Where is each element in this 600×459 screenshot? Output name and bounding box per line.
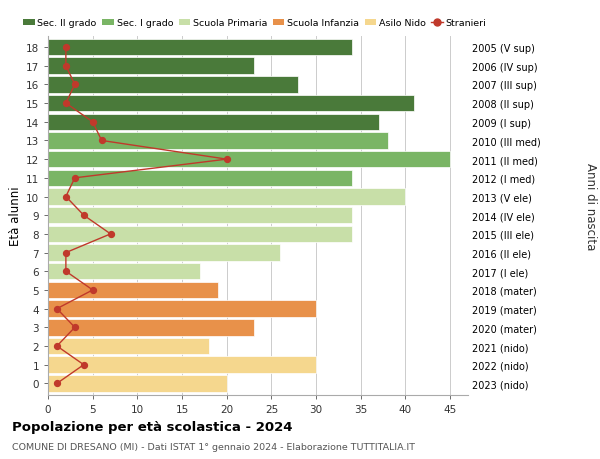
Bar (48, 338, 209, 354)
Point (61, 268, 71, 275)
Point (70, 175, 80, 182)
Text: Popolazione per età scolastica - 2024: Popolazione per età scolastica - 2024 (12, 420, 293, 433)
Point (70, 82, 80, 89)
Point (79, 361, 89, 369)
Bar (48, 375, 227, 392)
Text: COMUNE DI DRESANO (MI) - Dati ISTAT 1° gennaio 2024 - Elaborazione TUTTITALIA.IT: COMUNE DI DRESANO (MI) - Dati ISTAT 1° g… (12, 442, 415, 451)
Bar (48, 226, 352, 242)
Bar (48, 245, 280, 261)
Legend: Sec. II grado, Sec. I grado, Scuola Primaria, Scuola Infanzia, Asilo Nido, Stran: Sec. II grado, Sec. I grado, Scuola Prim… (23, 19, 487, 28)
Point (106, 231, 115, 238)
Bar (48, 170, 352, 187)
Point (61, 63, 71, 70)
Point (61, 44, 71, 51)
Bar (48, 151, 450, 168)
Point (88, 119, 97, 126)
Point (97, 137, 106, 145)
Point (70, 324, 80, 331)
Bar (48, 114, 379, 131)
Point (61, 193, 71, 201)
Bar (48, 282, 218, 298)
Point (52, 380, 62, 387)
Bar (48, 95, 415, 112)
Bar (48, 58, 254, 75)
Point (222, 156, 232, 163)
Point (52, 342, 62, 350)
Point (79, 212, 89, 219)
Bar (48, 133, 388, 149)
Bar (48, 357, 316, 373)
Bar (48, 263, 200, 280)
Point (52, 305, 62, 313)
Point (88, 286, 97, 294)
Bar (48, 39, 352, 56)
Bar (48, 189, 406, 205)
Bar (48, 301, 316, 317)
Point (61, 100, 71, 107)
Bar (48, 319, 254, 336)
Bar (48, 207, 352, 224)
Y-axis label: Età alunni: Età alunni (8, 186, 22, 246)
Bar (48, 77, 298, 93)
Point (61, 249, 71, 257)
Text: Anni di nascita: Anni di nascita (584, 163, 597, 250)
